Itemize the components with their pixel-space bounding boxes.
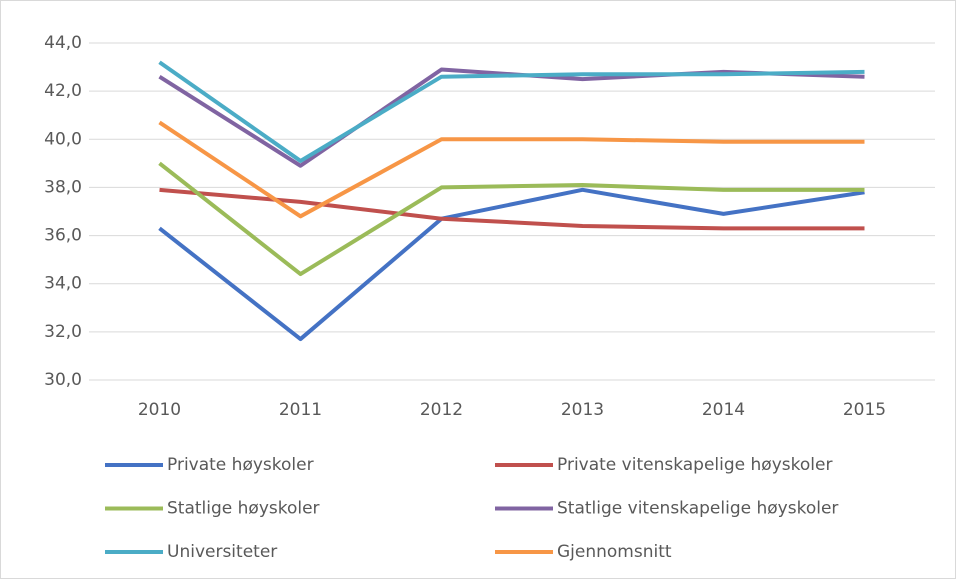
x-tick-label: 2010	[138, 400, 181, 420]
x-tick-label: 2015	[843, 400, 886, 420]
legend-label: Statlige vitenskapelige høyskoler	[557, 499, 838, 519]
x-tick-label: 2014	[702, 400, 745, 420]
series-line	[158, 60, 865, 163]
legend-label: Private vitenskapelige høyskoler	[557, 455, 832, 475]
series-line	[158, 120, 865, 219]
legend-label: Universiteter	[167, 542, 277, 562]
series-line	[158, 187, 865, 342]
legend-label: Gjennomsnitt	[557, 542, 672, 562]
legend-label: Statlige høyskoler	[167, 499, 320, 519]
y-tick-label: 32,0	[44, 322, 82, 342]
y-tick-label: 30,0	[44, 370, 82, 390]
y-tick-label: 36,0	[44, 226, 82, 246]
y-tick-label: 40,0	[44, 129, 82, 149]
y-tick-label: 34,0	[44, 274, 82, 294]
legend-label: Private høyskoler	[167, 455, 314, 475]
y-tick-label: 42,0	[44, 81, 82, 101]
x-tick-label: 2013	[561, 400, 604, 420]
legend: Private høyskoler Private vitenskapelige …	[105, 455, 838, 562]
y-tick-label: 44,0	[44, 33, 82, 53]
series-line	[158, 161, 865, 277]
y-tick-label: 38,0	[44, 177, 82, 197]
x-tick-label: 2012	[420, 400, 463, 420]
x-tick-label: 2011	[279, 400, 322, 420]
